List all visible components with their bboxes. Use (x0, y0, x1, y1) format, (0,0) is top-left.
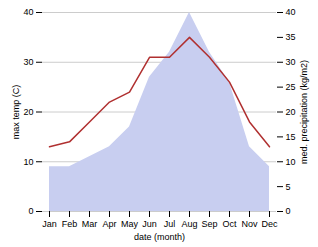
svg-text:15: 15 (286, 132, 296, 142)
svg-text:Jan: Jan (42, 219, 57, 229)
svg-text:40: 40 (23, 7, 33, 17)
svg-text:date (month): date (month) (134, 232, 185, 242)
svg-text:30: 30 (286, 57, 296, 67)
svg-text:Jun: Jun (142, 219, 157, 229)
svg-text:med. precipitation (kg/m2): med. precipitation (kg/m2) (299, 60, 309, 164)
svg-text:0: 0 (28, 206, 33, 216)
svg-text:May: May (121, 219, 139, 229)
svg-text:Feb: Feb (62, 219, 78, 229)
svg-text:20: 20 (286, 107, 296, 117)
svg-text:Mar: Mar (82, 219, 98, 229)
svg-text:20: 20 (23, 107, 33, 117)
svg-text:5: 5 (286, 182, 291, 192)
svg-text:Apr: Apr (102, 219, 116, 229)
svg-text:30: 30 (23, 57, 33, 67)
svg-text:Aug: Aug (181, 219, 197, 229)
svg-text:Oct: Oct (222, 219, 237, 229)
svg-text:10: 10 (23, 157, 33, 167)
svg-text:0: 0 (286, 206, 291, 216)
svg-text:Sep: Sep (201, 219, 217, 229)
svg-text:35: 35 (286, 32, 296, 42)
svg-text:10: 10 (286, 157, 296, 167)
svg-text:Jul: Jul (164, 219, 176, 229)
svg-text:Dec: Dec (261, 219, 278, 229)
svg-text:max temp (C): max temp (C) (11, 85, 21, 140)
svg-text:40: 40 (286, 7, 296, 17)
svg-text:Nov: Nov (241, 219, 258, 229)
svg-text:25: 25 (286, 82, 296, 92)
